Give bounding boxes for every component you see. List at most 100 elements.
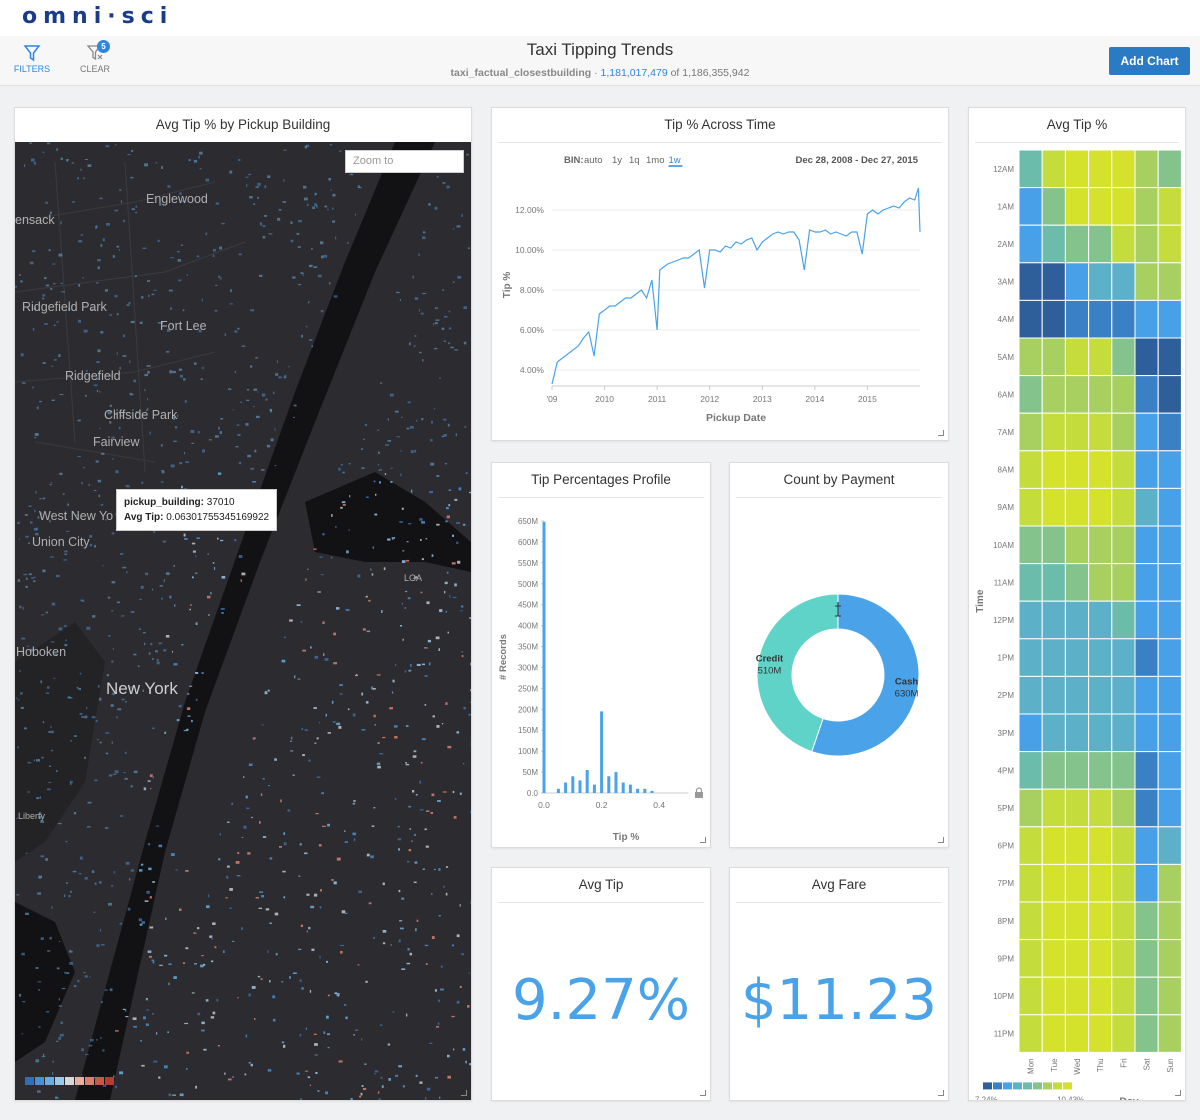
heatmap-cell[interactable]: [1041, 412, 1066, 452]
heatmap-cell[interactable]: [1018, 563, 1043, 602]
heatmap-cell[interactable]: [1088, 187, 1113, 226]
heatmap-cell[interactable]: [1064, 224, 1090, 264]
heatmap-cell[interactable]: [1111, 901, 1136, 941]
heatmap-cell[interactable]: [1041, 976, 1066, 1016]
heatmap-cell[interactable]: [1041, 863, 1066, 903]
heatmap-cell[interactable]: [1134, 187, 1159, 226]
heatmap-cell[interactable]: [1041, 299, 1066, 339]
histogram-bar[interactable]: [607, 776, 611, 793]
heatmap-cell[interactable]: [1134, 638, 1159, 677]
bin-option-1y[interactable]: 1y: [612, 155, 622, 166]
heatmap-cell[interactable]: [1134, 826, 1159, 865]
histogram-bar[interactable]: [585, 769, 589, 793]
chart-title[interactable]: Count by Payment: [783, 472, 895, 487]
heatmap-cell[interactable]: [1157, 939, 1182, 978]
heatmap-cell[interactable]: [1157, 713, 1182, 753]
heatmap-cell[interactable]: [1134, 1014, 1159, 1053]
heatmap-cell[interactable]: [1018, 337, 1043, 377]
histogram-bar[interactable]: [636, 788, 640, 793]
zoom-to-input[interactable]: Zoom to: [345, 150, 464, 173]
histogram-bar[interactable]: [614, 772, 618, 793]
resize-handle[interactable]: [938, 837, 944, 843]
resize-handle[interactable]: [461, 1090, 467, 1096]
heatmap-cell[interactable]: [1111, 713, 1136, 753]
heatmap-cell[interactable]: [1134, 299, 1159, 339]
chart-title[interactable]: Tip % Across Time: [664, 117, 776, 132]
heatmap-cell[interactable]: [1157, 187, 1182, 226]
heatmap-cell[interactable]: [1018, 262, 1043, 301]
heatmap-cell[interactable]: [1157, 262, 1182, 301]
heatmap-cell[interactable]: [1018, 788, 1043, 828]
histogram[interactable]: 0.050M100M150M200M250M300M350M400M450M50…: [492, 499, 710, 849]
heatmap-cell[interactable]: [1134, 450, 1159, 489]
heatmap-cell[interactable]: [1064, 826, 1090, 865]
heatmap-cell[interactable]: [1134, 563, 1159, 602]
heatmap-cell[interactable]: [1134, 412, 1159, 452]
heatmap-cell[interactable]: [1111, 600, 1136, 640]
heatmap-cell[interactable]: [1018, 1014, 1043, 1053]
resize-handle[interactable]: [938, 1090, 944, 1096]
bin-option-1q[interactable]: 1q: [629, 155, 640, 166]
heatmap-cell[interactable]: [1157, 826, 1182, 865]
heatmap-cell[interactable]: [1088, 638, 1113, 677]
histogram-bar[interactable]: [600, 711, 604, 793]
heatmap-cell[interactable]: [1064, 563, 1090, 602]
heatmap-cell[interactable]: [1088, 863, 1113, 903]
heatmap-cell[interactable]: [1041, 375, 1066, 414]
heatmap-cell[interactable]: [1157, 976, 1182, 1016]
heatmap-cell[interactable]: [1111, 525, 1136, 565]
pie-slice-credit[interactable]: [756, 593, 839, 753]
heatmap-cell[interactable]: [1157, 600, 1182, 640]
heatmap-cell[interactable]: [1018, 299, 1043, 339]
heatmap-cell[interactable]: [1088, 675, 1113, 715]
heatmap-cell[interactable]: [1064, 187, 1090, 226]
heatmap-cell[interactable]: [1041, 713, 1066, 753]
histogram-bar[interactable]: [592, 784, 596, 793]
heatmap-cell[interactable]: [1157, 450, 1182, 489]
heatmap-cell[interactable]: [1088, 525, 1113, 565]
heatmap-cell[interactable]: [1111, 412, 1136, 452]
heatmap-cell[interactable]: [1041, 487, 1066, 527]
heatmap-cell[interactable]: [1111, 337, 1136, 377]
heatmap-cell[interactable]: [1064, 149, 1090, 189]
heatmap-cell[interactable]: [1064, 1014, 1090, 1053]
heatmap-cell[interactable]: [1134, 600, 1159, 640]
dashboard-title[interactable]: Taxi Tipping Trends: [526, 40, 674, 59]
heatmap-cell[interactable]: [1041, 939, 1066, 978]
lock-icon[interactable]: [695, 787, 703, 798]
resize-handle[interactable]: [938, 430, 944, 436]
heatmap-cell[interactable]: [1018, 826, 1043, 865]
heatmap-cell[interactable]: [1088, 713, 1113, 753]
heatmap-cell[interactable]: [1134, 976, 1159, 1016]
heatmap-cell[interactable]: [1041, 525, 1066, 565]
heatmap-cell[interactable]: [1088, 149, 1113, 189]
pie-slice-cash[interactable]: [811, 593, 920, 757]
histogram-bar[interactable]: [628, 784, 632, 793]
heatmap-cell[interactable]: [1134, 337, 1159, 377]
heatmap-cell[interactable]: [1111, 751, 1136, 790]
heatmap-cell[interactable]: [1064, 600, 1090, 640]
heatmap-cell[interactable]: [1157, 863, 1182, 903]
heatmap-cell[interactable]: [1157, 412, 1182, 452]
heatmap-cell[interactable]: [1088, 788, 1113, 828]
heatmap-cell[interactable]: [1134, 525, 1159, 565]
heatmap-cell[interactable]: [1041, 337, 1066, 377]
heatmap-cell[interactable]: [1064, 375, 1090, 414]
heatmap-cell[interactable]: [1111, 450, 1136, 489]
heatmap-cell[interactable]: [1111, 1014, 1136, 1053]
bin-option-1w[interactable]: 1w: [669, 155, 681, 166]
heatmap-cell[interactable]: [1111, 187, 1136, 226]
heatmap-cell[interactable]: [1157, 901, 1182, 941]
heatmap-cell[interactable]: [1018, 976, 1043, 1016]
histogram-bar[interactable]: [650, 790, 654, 793]
heatmap-cell[interactable]: [1157, 788, 1182, 828]
heatmap-cell[interactable]: [1134, 788, 1159, 828]
heatmap-cell[interactable]: [1064, 901, 1090, 941]
heatmap-cell[interactable]: [1088, 901, 1113, 941]
filters-button[interactable]: FILTERS: [10, 44, 54, 74]
heatmap-cell[interactable]: [1064, 638, 1090, 677]
heatmap-cell[interactable]: [1018, 487, 1043, 527]
heatmap-cell[interactable]: [1111, 976, 1136, 1016]
heatmap-cell[interactable]: [1134, 939, 1159, 978]
